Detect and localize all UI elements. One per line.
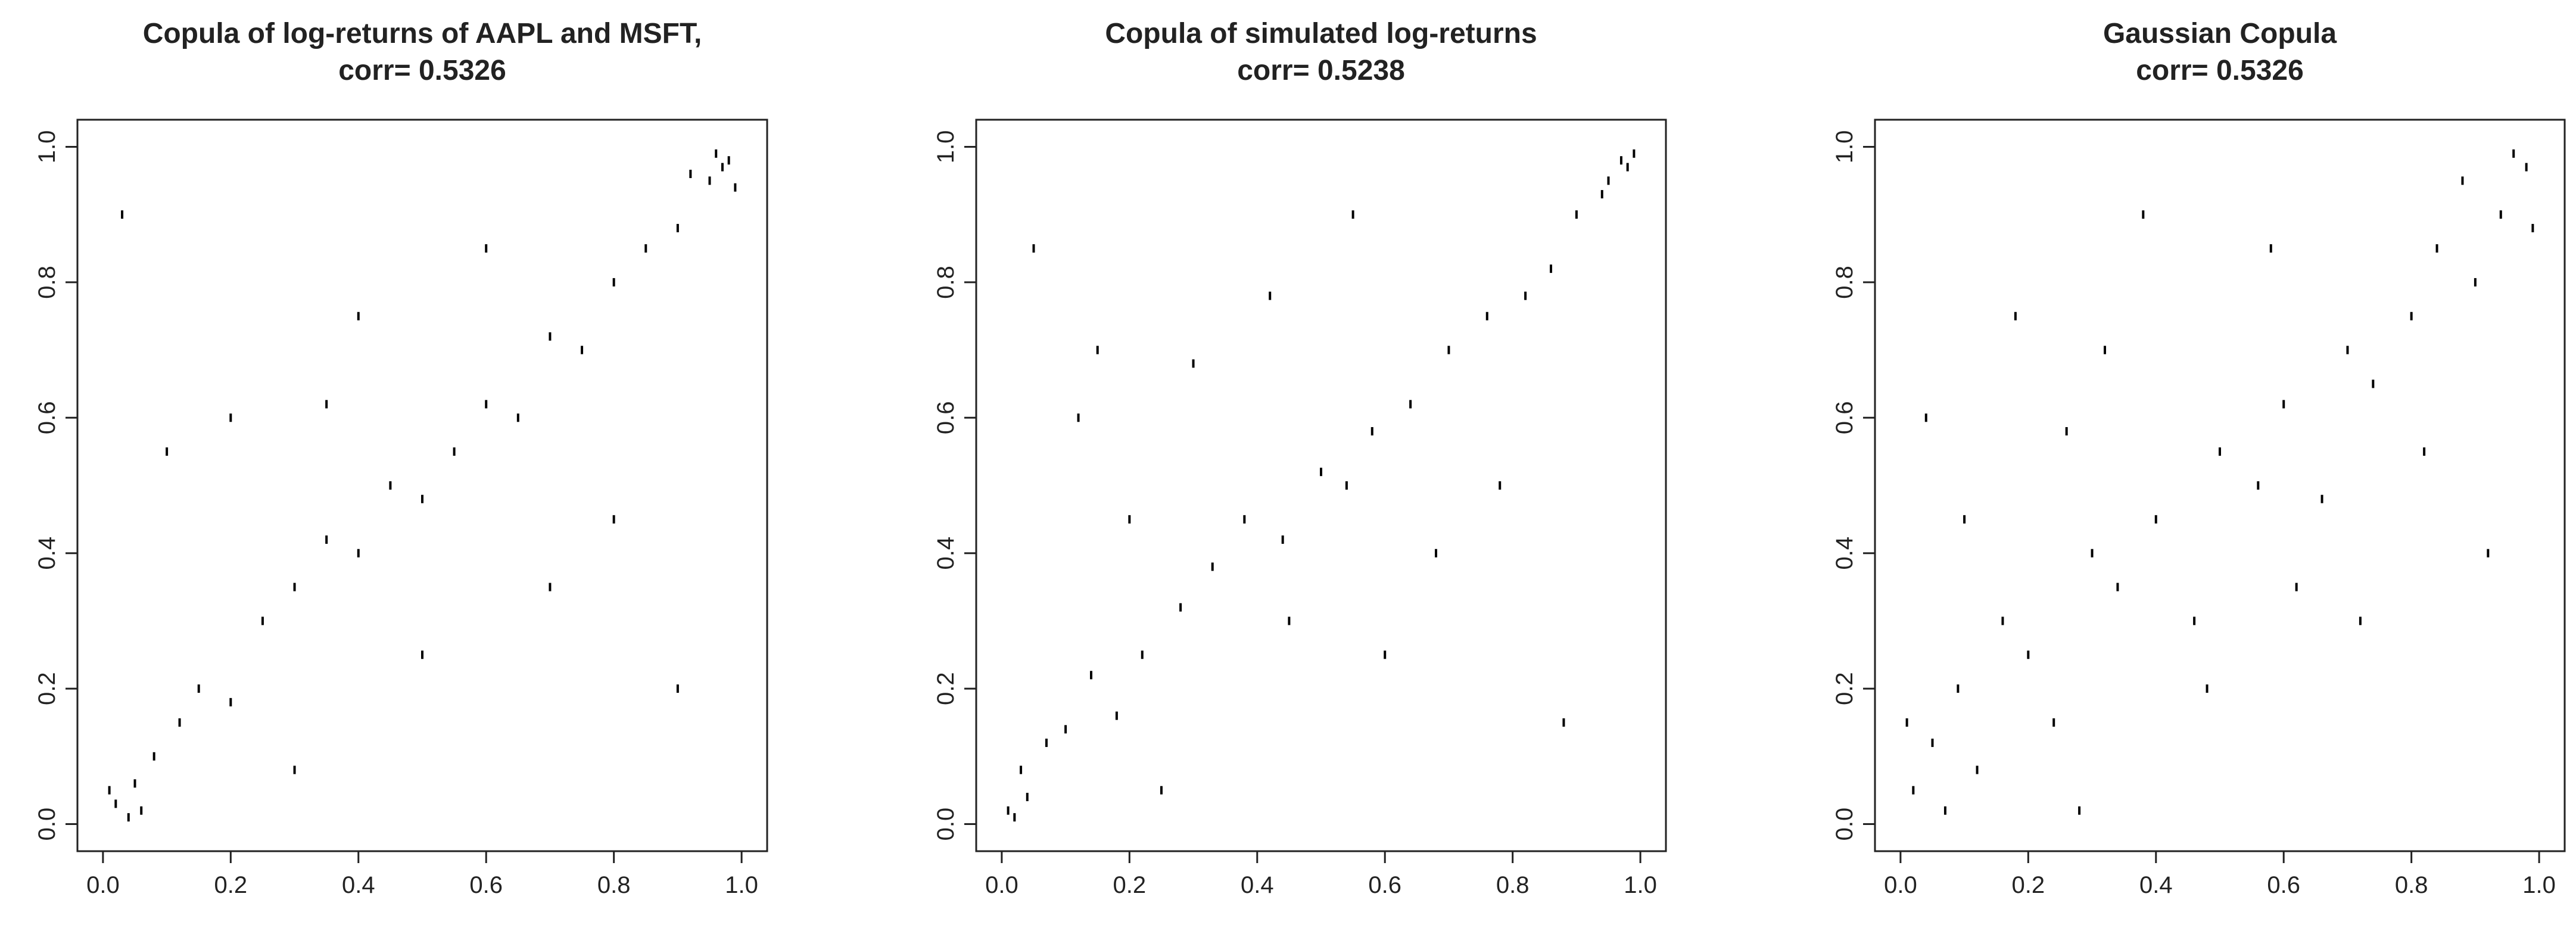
chart-title: Gaussian Copula [2103,18,2337,49]
x-tick-label: 0.4 [1241,872,1274,898]
x-tick-label: 0.6 [1368,872,1401,898]
x-tick-label: 0.8 [1496,872,1530,898]
chart-title: corr= 0.5326 [2136,55,2304,86]
x-tick-label: 0.0 [86,872,120,898]
y-tick-label: 1.0 [1831,130,1858,164]
x-tick-label: 0.2 [2012,872,2045,898]
chart-title: Copula of simulated log-returns [1105,18,1537,49]
x-tick-label: 0.8 [2395,872,2428,898]
x-tick-label: 0.4 [2139,872,2173,898]
y-tick-label: 0.8 [34,266,60,299]
x-tick-label: 0.4 [342,872,375,898]
x-tick-label: 0.2 [1113,872,1147,898]
y-tick-label: 0.6 [933,401,959,434]
y-tick-label: 0.6 [34,401,60,434]
x-tick-label: 1.0 [2522,872,2556,898]
chart-title: corr= 0.5326 [338,55,506,86]
y-tick-label: 0.0 [34,808,60,841]
y-tick-label: 0.4 [34,537,60,570]
y-tick-label: 0.6 [1831,401,1858,434]
y-tick-label: 0.2 [34,672,60,705]
y-tick-label: 0.8 [1831,266,1858,299]
y-tick-label: 1.0 [933,130,959,164]
y-tick-label: 0.2 [933,672,959,705]
plot-frame [1874,119,2566,852]
x-tick-label: 0.0 [1884,872,1917,898]
x-tick-label: 0.0 [985,872,1018,898]
y-tick-label: 0.4 [1831,537,1858,570]
y-tick-label: 0.0 [933,808,959,841]
x-tick-label: 0.6 [469,872,503,898]
y-tick-label: 0.2 [1831,672,1858,705]
y-tick-label: 0.8 [933,266,959,299]
chart-title: corr= 0.5238 [1237,55,1405,86]
y-tick-label: 1.0 [34,130,60,164]
x-tick-label: 1.0 [725,872,758,898]
x-tick-label: 0.8 [597,872,631,898]
x-tick-label: 0.6 [2267,872,2300,898]
plot-frame [76,119,768,852]
x-tick-label: 0.2 [214,872,248,898]
x-tick-label: 1.0 [1624,872,1657,898]
plot-frame [975,119,1667,852]
chart-title: Copula of log-returns of AAPL and MSFT, [143,18,702,49]
y-tick-label: 0.0 [1831,808,1858,841]
y-tick-label: 0.4 [933,537,959,570]
